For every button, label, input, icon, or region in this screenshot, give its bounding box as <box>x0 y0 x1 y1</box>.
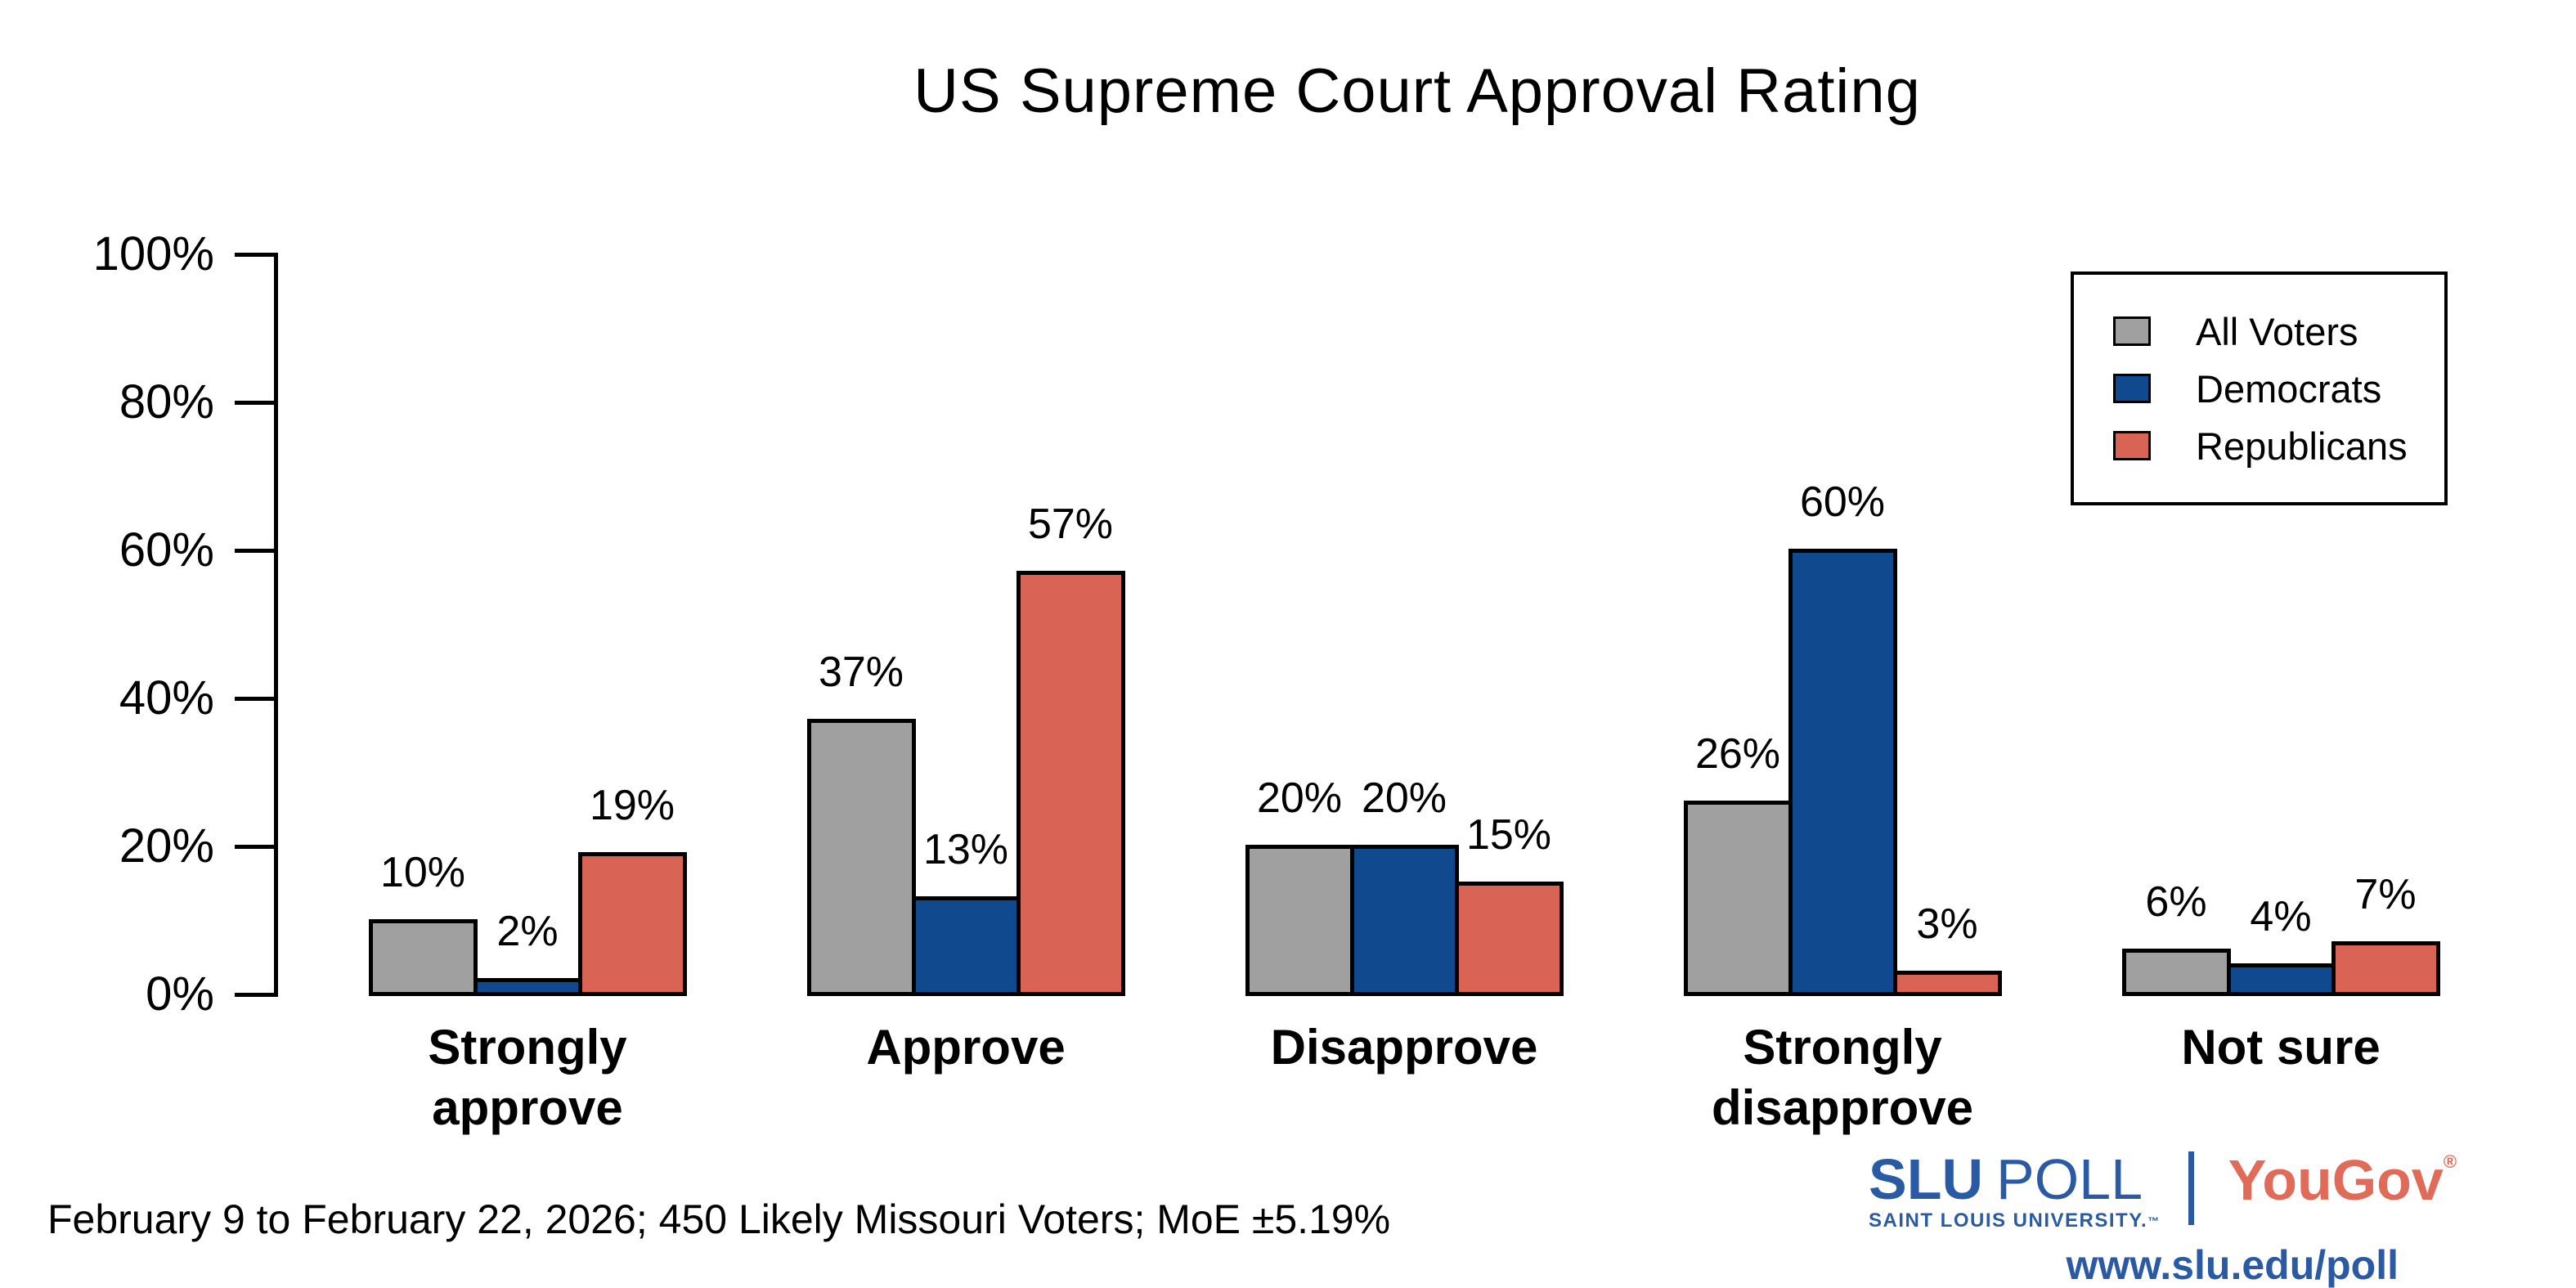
y-axis-tick-label: 20% <box>119 819 214 873</box>
bar-republicans <box>577 852 687 996</box>
y-axis-tick <box>235 845 274 849</box>
legend-swatch-all-voters <box>2113 316 2151 346</box>
y-axis-tick <box>235 253 274 257</box>
bar-value-label: 20% <box>1361 774 1447 822</box>
bar-value-label: 15% <box>1465 811 1552 859</box>
y-axis-tick-label: 60% <box>119 523 214 577</box>
y-axis-tick <box>235 549 274 553</box>
bar-republicans <box>1892 970 2002 996</box>
slu-poll-url: www.slu.edu/poll <box>2066 1242 2399 1288</box>
bar-democrats <box>911 896 1021 996</box>
bar-republicans <box>2331 940 2440 996</box>
bar-all-voters <box>1683 800 1793 996</box>
bar-all-voters <box>1245 845 1354 996</box>
poll-text: POLL <box>1996 1147 2143 1211</box>
bar-value-label: 7% <box>2354 870 2417 918</box>
bar-all-voters <box>368 918 478 996</box>
legend-swatch-democrats <box>2113 374 2151 403</box>
bar-value-label: 37% <box>818 648 904 697</box>
bar-value-label: 2% <box>496 907 559 955</box>
slu-subtitle: SAINT LOUIS UNIVERSITY.™ <box>1869 1209 2161 1232</box>
slu-poll-wordmark: SLU POLL <box>1869 1150 2161 1209</box>
x-category-label: Approve <box>866 1020 1066 1075</box>
legend-item: Republicans <box>2113 424 2444 468</box>
bar-value-label: 10% <box>379 848 466 896</box>
brand-divider <box>2188 1151 2194 1225</box>
bar-democrats <box>1788 549 1897 996</box>
bar-republicans <box>1454 882 1564 996</box>
y-axis-tick <box>235 993 274 997</box>
legend: All Voters Democrats Republicans <box>2071 272 2448 505</box>
x-category-label: Strongly disapprove <box>1711 1020 1974 1135</box>
legend-label: Republicans <box>2196 424 2408 468</box>
legend-item: All Voters <box>2113 310 2444 353</box>
bar-all-voters <box>806 719 916 996</box>
bar-democrats <box>1349 845 1459 996</box>
bar-value-label: 26% <box>1694 729 1781 778</box>
bar-democrats <box>2226 963 2336 996</box>
registered-symbol: ® <box>2443 1151 2457 1172</box>
y-axis-tick <box>235 697 274 701</box>
bar-democrats <box>473 977 582 996</box>
bar-republicans <box>1016 571 1125 996</box>
slu-poll-logo: SLU POLL SAINT LOUIS UNIVERSITY.™ <box>1869 1150 2161 1232</box>
branding-block: SLU POLL SAINT LOUIS UNIVERSITY.™ YouGov®… <box>1869 1150 2457 1288</box>
x-category-label: Disapprove <box>1270 1020 1538 1075</box>
bar-all-voters <box>2121 948 2231 996</box>
bar-value-label: 57% <box>1027 500 1114 549</box>
brand-logo-row: SLU POLL SAINT LOUIS UNIVERSITY.™ YouGov® <box>1869 1150 2457 1232</box>
chart-title: US Supreme Court Approval Rating <box>913 56 1921 126</box>
legend-label: All Voters <box>2196 309 2358 353</box>
legend-label: Democrats <box>2196 366 2382 411</box>
bar-value-label: 6% <box>2145 877 2207 926</box>
y-axis-tick <box>235 401 274 405</box>
y-axis-line <box>274 253 278 997</box>
x-category-label: Strongly approve <box>428 1020 627 1135</box>
bar-value-label: 4% <box>2250 892 2312 940</box>
bar-value-label: 13% <box>922 826 1009 874</box>
legend-item: Democrats <box>2113 367 2444 411</box>
y-axis-tick-label: 80% <box>119 375 214 429</box>
footnote: February 9 to February 22, 2026; 450 Lik… <box>47 1196 1391 1242</box>
y-axis-tick-label: 100% <box>92 227 214 280</box>
bar-value-label: 19% <box>589 782 675 830</box>
legend-swatch-republicans <box>2113 431 2151 460</box>
trademark-symbol: ™ <box>2147 1214 2161 1227</box>
x-category-label: Not sure <box>2181 1020 2381 1075</box>
y-axis-tick-label: 40% <box>119 671 214 725</box>
bar-value-label: 3% <box>1916 900 1978 948</box>
y-axis-tick-label: 0% <box>146 967 214 1021</box>
bar-value-label: 60% <box>1799 478 1886 526</box>
bar-value-label: 20% <box>1256 774 1343 822</box>
slu-text: SLU <box>1869 1147 1983 1211</box>
yougov-logo: YouGov® <box>2228 1148 2457 1212</box>
